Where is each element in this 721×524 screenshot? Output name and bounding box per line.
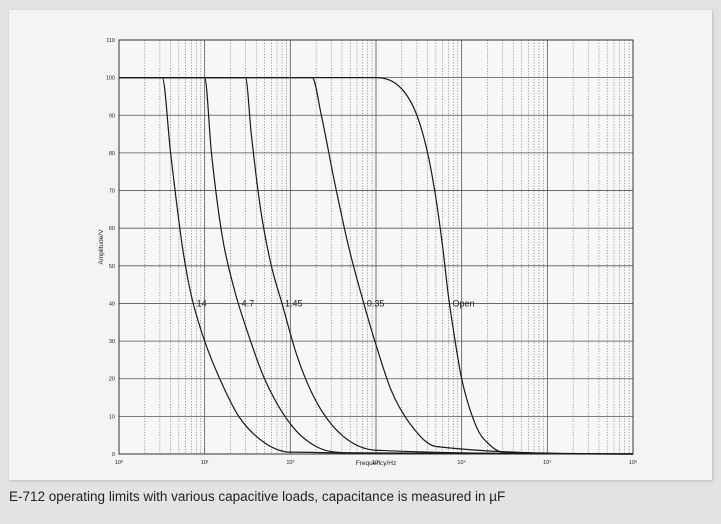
series-line-14 <box>119 77 634 455</box>
series-lines <box>119 77 634 455</box>
y-tick-label: 40 <box>109 301 115 307</box>
amplitude-frequency-chart: 0 10 20 30 40 50 60 70 80 90 100 110 10⁰ 10¹ 10² 10³ 10⁴… <box>98 38 637 467</box>
plot-frame <box>118 39 634 455</box>
series-label-open: Open <box>453 298 475 308</box>
series-label-0-35: 0.35 <box>367 298 385 308</box>
y-tick-label: 80 <box>109 151 115 157</box>
y-tick-label: 100 <box>106 76 115 82</box>
axes: 0 10 20 30 40 50 60 70 80 90 100 110 10⁰ 10¹ 10² 10³ 10⁴… <box>106 38 637 466</box>
y-tick-label: 10 <box>109 414 115 420</box>
y-tick-label: 70 <box>109 189 115 195</box>
series-labels: 14 4.7 1.45 0.35 Open <box>197 298 475 308</box>
x-tick-label: 10⁶ <box>629 459 637 466</box>
x-tick-label: 10⁴ <box>457 459 466 466</box>
series-line-4-7 <box>119 77 634 455</box>
y-tick-label: 0 <box>112 452 115 458</box>
x-tick-label: 10¹ <box>201 460 209 466</box>
series-line-0-35 <box>119 77 634 455</box>
series-label-1-45: 1.45 <box>285 298 303 308</box>
y-tick-label: 30 <box>109 339 115 345</box>
y-tick-label: 50 <box>109 264 115 270</box>
figure-caption: E-712 operating limits with various capa… <box>9 489 506 504</box>
y-tick-label: 110 <box>106 38 115 44</box>
series-label-14: 14 <box>197 298 207 308</box>
x-tick-label: 10³ <box>372 460 380 466</box>
y-tick-label: 20 <box>109 377 115 383</box>
series-line-open <box>119 77 634 455</box>
x-tick-label: 10⁵ <box>543 459 551 466</box>
y-tick-label: 60 <box>109 226 115 232</box>
y-tick-label: 90 <box>109 113 115 119</box>
x-axis-label: Frequency/Hz <box>356 460 396 467</box>
series-line-1-45 <box>119 77 634 455</box>
series-label-4-7: 4.7 <box>242 298 255 308</box>
figure-card: 0 10 20 30 40 50 60 70 80 90 100 110 10⁰ 10¹ 10² 10³ 10⁴… <box>9 10 712 480</box>
x-tick-label: 10² <box>286 460 294 466</box>
x-tick-label: 10⁰ <box>115 459 124 466</box>
y-axis-label: Amplitude/V <box>98 229 105 265</box>
